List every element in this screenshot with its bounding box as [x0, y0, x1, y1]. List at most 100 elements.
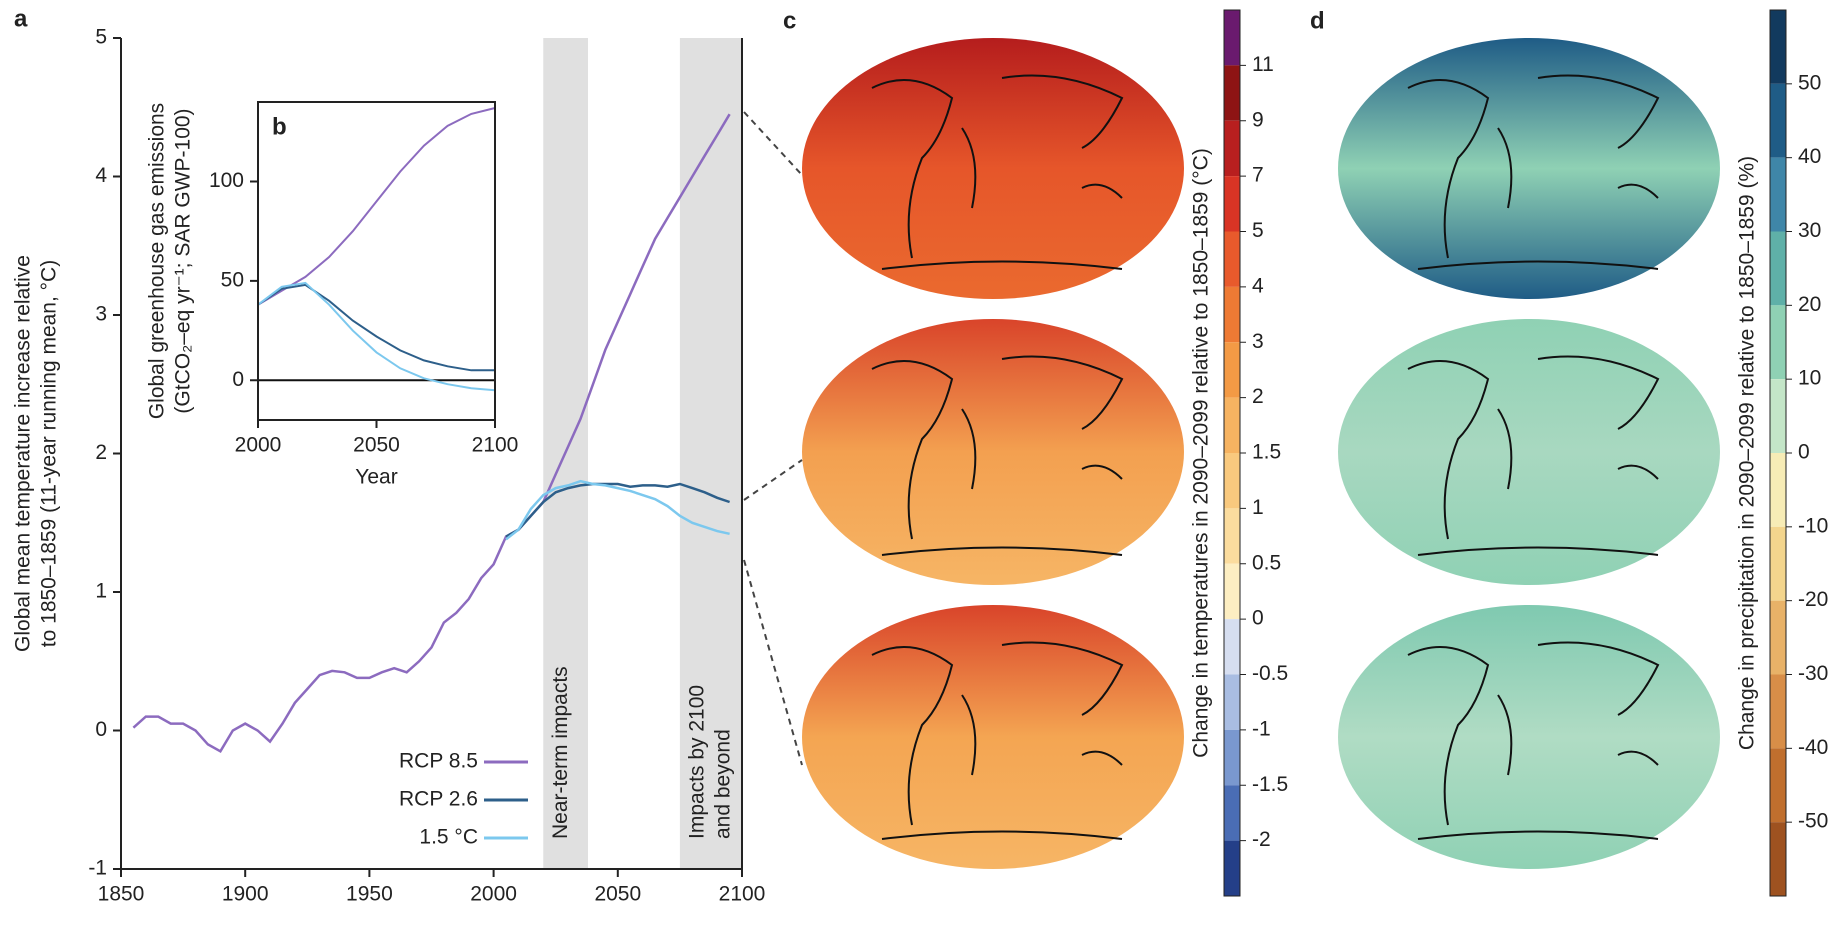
- line-chart: [258, 108, 495, 390]
- axes: [258, 102, 495, 420]
- x-tick-label: 1850: [98, 883, 145, 906]
- y-axis-label: Global greenhouse gas emissions: [146, 103, 169, 419]
- colorbar-tick-label: -20: [1798, 588, 1828, 611]
- colorbar-bin: [1224, 342, 1240, 397]
- span-label: Impacts by 2100: [685, 685, 708, 839]
- colorbar-bin: [1224, 287, 1240, 342]
- colorbar-tick-label: 50: [1798, 71, 1821, 94]
- colorbar-bin: [1224, 675, 1240, 730]
- x-tick-label: 2000: [235, 434, 282, 457]
- colorbar-tick-label: 1.5: [1252, 441, 1281, 464]
- y-tick-label: 50: [221, 268, 244, 291]
- x-tick-label: 2050: [594, 883, 641, 906]
- y-axis-label: (GtCO₂–eq yr⁻¹; SAR GWP-100): [172, 108, 195, 413]
- colorbar-tick-label: 40: [1798, 145, 1821, 168]
- colorbar-bin: [1770, 305, 1786, 379]
- axes: [121, 38, 742, 869]
- world-map: [802, 605, 1184, 869]
- x-tick-label: 1900: [222, 883, 269, 906]
- y-tick-label: 4: [95, 164, 107, 187]
- panel-label: a: [14, 5, 28, 32]
- y-tick-label: 5: [95, 26, 107, 49]
- colorbar-tick-label: -2: [1252, 828, 1271, 851]
- colorbar-tick-label: 0: [1798, 441, 1810, 464]
- span-label: and beyond: [711, 729, 734, 839]
- x-tick-label: 2000: [470, 883, 517, 906]
- colorbar-tick-label: 30: [1798, 219, 1821, 242]
- colorbar-tick-label: -1: [1252, 717, 1271, 740]
- colorbar-tick-label: 0: [1252, 607, 1264, 630]
- legend-label: 1.5 °C: [419, 826, 478, 849]
- y-tick-label: 3: [95, 303, 107, 326]
- colorbar-tick-label: 3: [1252, 330, 1264, 353]
- colorbar-bin: [1770, 675, 1786, 749]
- colorbar-bin: [1224, 564, 1240, 619]
- colorbar-label: Change in precipitation in 2090–2099 rel…: [1736, 156, 1759, 750]
- colorbar-tick-label: 20: [1798, 293, 1821, 316]
- x-tick-label: 2050: [353, 434, 400, 457]
- colorbar-bin: [1224, 232, 1240, 287]
- colorbar-tick-label: -0.5: [1252, 662, 1288, 685]
- world-map: [802, 38, 1184, 299]
- series-line: [258, 285, 495, 370]
- world-map: [1338, 605, 1720, 869]
- colorbar-tick-label: -50: [1798, 810, 1828, 833]
- x-tick-label: 2100: [472, 434, 519, 457]
- series-line: [133, 114, 729, 751]
- colorbar-bin: [1224, 508, 1240, 563]
- colorbar-bin: [1224, 10, 1240, 65]
- colorbar-bin: [1224, 730, 1240, 785]
- span-label: Near-term impacts: [549, 666, 572, 839]
- colorbar-bin: [1770, 453, 1786, 527]
- panel-label: d: [1310, 7, 1325, 34]
- colorbar-tick-label: -1.5: [1252, 773, 1288, 796]
- colorbar-tick-label: 0.5: [1252, 551, 1281, 574]
- colorbar-bin: [1770, 379, 1786, 453]
- colorbar-tick-label: -30: [1798, 662, 1828, 685]
- world-map: [1338, 319, 1720, 585]
- world-map: [802, 319, 1184, 585]
- line-chart: [133, 38, 742, 869]
- colorbar-bin: [1224, 65, 1240, 120]
- colorbar-bin: [1224, 619, 1240, 674]
- colorbar-tick-label: 4: [1252, 274, 1264, 297]
- colorbar-bin: [1224, 398, 1240, 453]
- colorbar-bin: [1770, 84, 1786, 158]
- panel-label: b: [272, 113, 287, 140]
- colorbar-bin: [1224, 841, 1240, 896]
- colorbar-bin: [1224, 785, 1240, 840]
- panel-label: c: [783, 7, 796, 34]
- x-axis-label: Year: [355, 466, 397, 489]
- colorbar-bin: [1770, 748, 1786, 822]
- legend-label: RCP 8.5: [399, 750, 478, 773]
- colorbar-label: Change in temperatures in 2090–2099 rela…: [1190, 148, 1213, 758]
- colorbar-tick-label: -40: [1798, 736, 1828, 759]
- colorbar-bin: [1770, 232, 1786, 306]
- x-tick-label: 2100: [719, 883, 766, 906]
- colorbar-bin: [1224, 121, 1240, 176]
- colorbar-bin: [1770, 601, 1786, 675]
- y-axis-label: to 1850–1859 (11-year running mean, °C): [38, 260, 61, 647]
- colorbar-bin: [1770, 10, 1786, 84]
- connectors: [744, 112, 802, 765]
- colorbar-bin: [1224, 453, 1240, 508]
- colorbar-tick-label: 2: [1252, 385, 1264, 408]
- y-tick-label: 100: [209, 169, 244, 192]
- colorbar-tick-label: 5: [1252, 219, 1264, 242]
- y-tick-label: -1: [88, 857, 107, 880]
- colorbar-tick-label: 10: [1798, 367, 1821, 390]
- series-line: [258, 108, 495, 305]
- y-tick-label: 1: [95, 580, 107, 603]
- colorbar-bin: [1224, 176, 1240, 231]
- y-tick-label: 2: [95, 441, 107, 464]
- colorbar-tick-label: 9: [1252, 108, 1264, 131]
- colorbar-bin: [1770, 158, 1786, 232]
- y-tick-label: 0: [95, 718, 107, 741]
- y-axis-label: Global mean temperature increase relativ…: [12, 255, 35, 652]
- world-map: [1338, 38, 1720, 299]
- colorbar-tick-label: 7: [1252, 164, 1264, 187]
- y-tick-label: 0: [232, 368, 244, 391]
- colorbar-bin: [1770, 527, 1786, 601]
